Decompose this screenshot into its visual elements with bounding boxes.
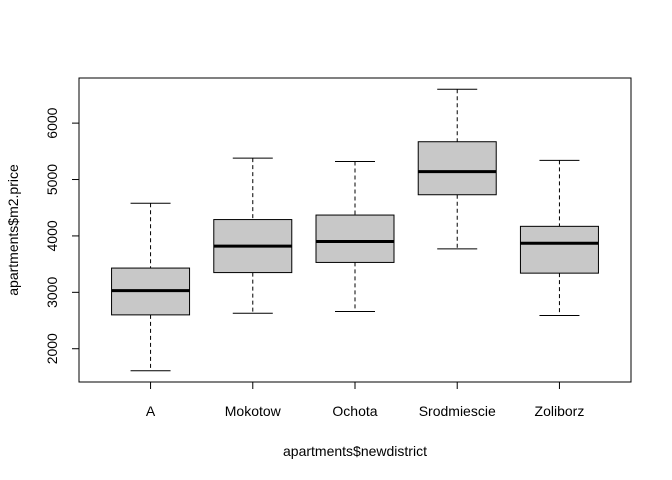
x-axis: A Mokotow Ochota Srodmiescie Zoliborz — [146, 381, 585, 419]
box-group-ochota — [315, 160, 395, 312]
y-axis-label: apartments$m2.price — [5, 164, 21, 296]
y-tick-label: 6000 — [44, 107, 60, 138]
box-iqr — [315, 214, 395, 263]
y-tick-label: 3000 — [44, 277, 60, 308]
box-group-mokotow — [213, 157, 293, 314]
x-tick-label: Srodmiescie — [419, 403, 496, 419]
box-group-srodmiescie — [417, 88, 497, 250]
x-tick-label: A — [146, 403, 156, 419]
boxes-layer — [111, 88, 599, 372]
box-iqr — [519, 225, 599, 274]
y-tick-label: 4000 — [44, 220, 60, 251]
x-axis-label: apartments$newdistrict — [283, 443, 427, 459]
y-tick-label: 5000 — [44, 164, 60, 195]
y-tick-label: 2000 — [44, 333, 60, 364]
box-group-zoliborz — [519, 159, 599, 316]
x-tick-label: Ochota — [332, 403, 377, 419]
box-iqr — [417, 141, 497, 196]
x-tick-label: Zoliborz — [535, 403, 585, 419]
x-tick-label: Mokotow — [225, 403, 282, 419]
box-group-a — [111, 202, 191, 372]
y-axis: 2000 3000 4000 5000 6000 — [44, 107, 80, 364]
